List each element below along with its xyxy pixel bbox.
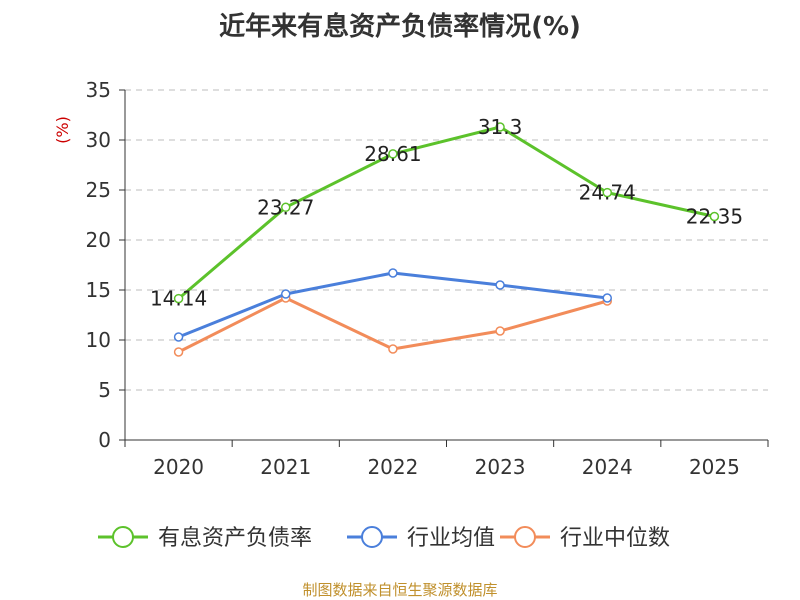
- data-point: [388, 268, 398, 278]
- legend-label: 行业均值: [407, 526, 495, 551]
- x-tick-label: 2023: [475, 455, 526, 479]
- y-tick-label: 25: [86, 178, 111, 202]
- data-point: [388, 344, 398, 354]
- legend-marker-circle: [361, 526, 383, 548]
- data-point: [173, 332, 184, 342]
- data-label: 22.35: [686, 205, 743, 229]
- series-line: [178, 271, 608, 339]
- legend-marker-circle: [112, 526, 134, 548]
- legend-label: 有息资产负债率: [158, 526, 312, 551]
- data-point: [495, 326, 505, 336]
- series-line: [177, 296, 608, 354]
- grid-layer: [125, 89, 768, 391]
- y-tick-label: 20: [86, 228, 111, 252]
- data-point: [495, 280, 505, 290]
- chart-title: 近年来有息资产负债率情况(%): [219, 12, 581, 42]
- y-tick-label: 0: [98, 428, 111, 452]
- data-label: 28.61: [364, 142, 421, 166]
- y-tick-label: 30: [86, 128, 111, 152]
- y-tick-label: 10: [86, 328, 111, 352]
- data-label: 14.14: [150, 287, 207, 311]
- series-line: [177, 125, 715, 300]
- data-point: [602, 293, 612, 303]
- legend-marker-circle: [514, 526, 536, 548]
- y-axis-label: (%): [53, 116, 72, 144]
- data-point: [173, 347, 184, 357]
- series-layer: [173, 122, 720, 357]
- data-label: 24.74: [579, 181, 636, 205]
- data-point: [388, 149, 398, 159]
- data-point: [602, 187, 612, 198]
- data-point: [281, 289, 291, 299]
- legend-label: 行业中位数: [560, 526, 670, 551]
- y-tick-label: 15: [86, 278, 111, 302]
- x-tick-label: 2020: [153, 455, 204, 479]
- y-tick-label: 35: [86, 78, 111, 102]
- data-point: [281, 202, 291, 213]
- data-point: [173, 293, 184, 304]
- data-point: [709, 211, 720, 222]
- y-tick-label: 5: [98, 378, 111, 402]
- x-tick-label: 2022: [367, 455, 418, 479]
- data-point: [495, 122, 505, 132]
- data-label: 31.3: [478, 115, 523, 139]
- source-note: 制图数据来自恒生聚源数据库: [302, 581, 498, 599]
- data-label-layer: 14.14 23.27 28.61 31.3 24.74 22.35: [150, 115, 743, 311]
- x-tick-label: 2025: [689, 455, 740, 479]
- legend: 有息资产负债率 行业均值 行业中位数: [98, 526, 670, 551]
- data-label: 23.27: [257, 195, 314, 219]
- x-tick-label: 2021: [260, 455, 311, 479]
- x-tick-label: 2024: [582, 455, 633, 479]
